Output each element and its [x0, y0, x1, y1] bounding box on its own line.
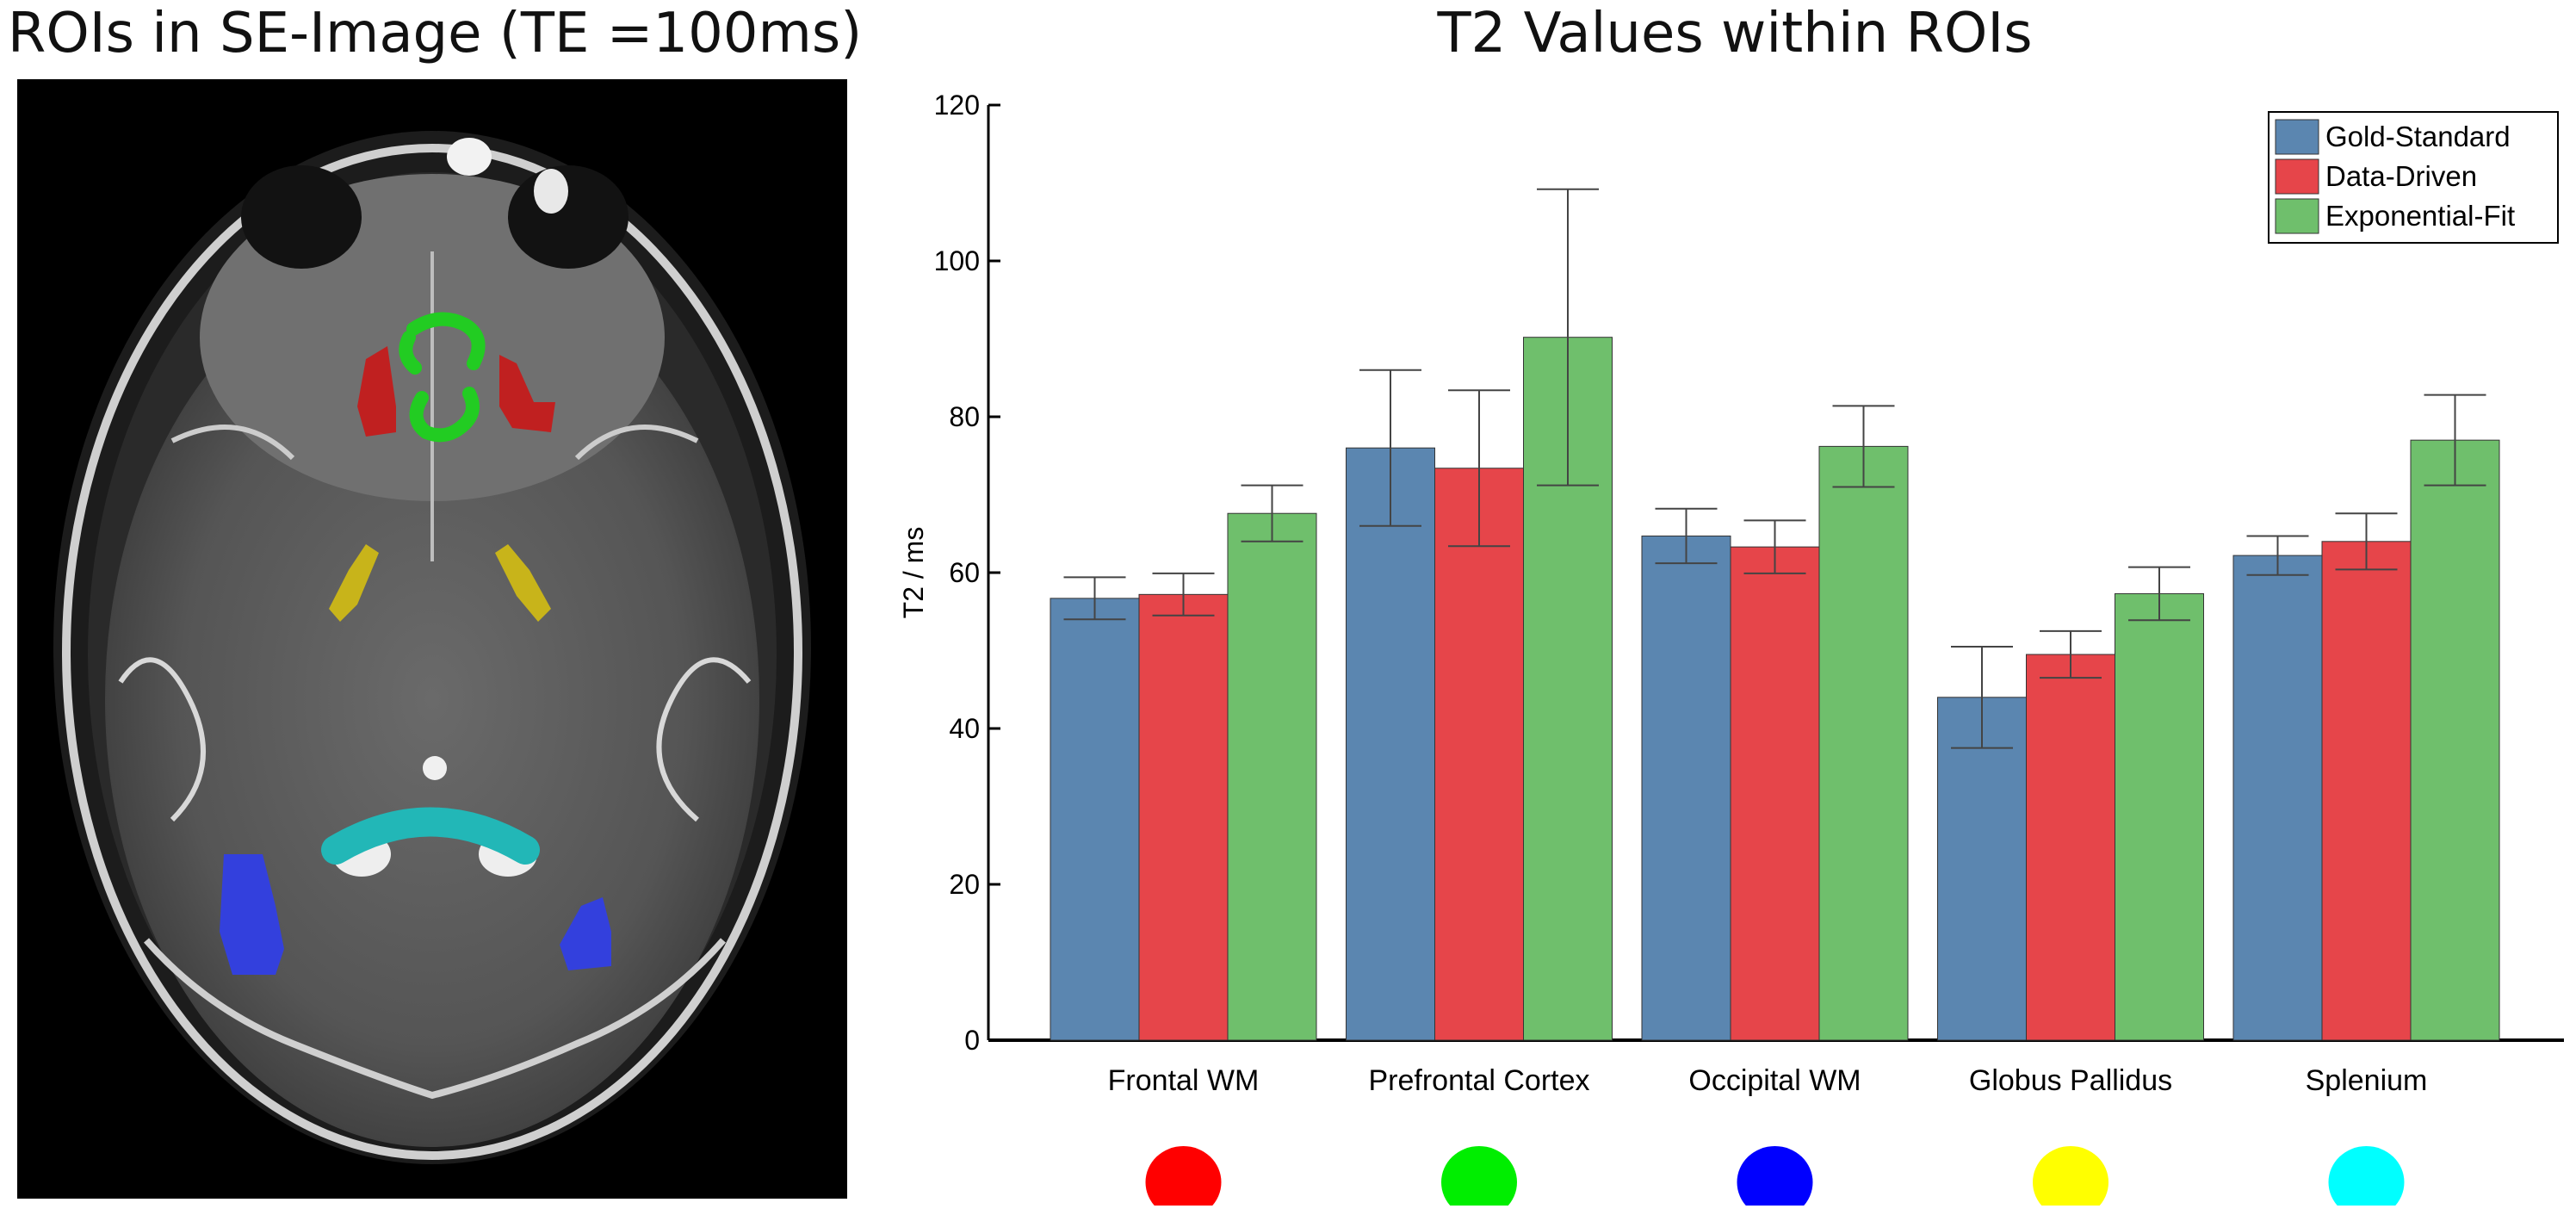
left-orbit	[241, 165, 362, 269]
roi-occipital-wm-right	[560, 897, 611, 970]
x-tick-label: Prefrontal Cortex	[1369, 1064, 1590, 1097]
bar-exponential-fit-0	[1227, 512, 1317, 1041]
roi-color-marker	[1145, 1146, 1222, 1206]
roi-frontal-wm-left	[357, 346, 396, 437]
y-tick-label: 100	[934, 245, 980, 276]
x-tick-label: Globus Pallidus	[1969, 1064, 2172, 1097]
roi-globus-pallidus-left	[329, 544, 379, 622]
temporal-sulci	[118, 657, 752, 822]
right-orbit	[508, 165, 629, 269]
legend-label: Exponential-Fit	[2325, 200, 2515, 232]
roi-frontal-wm-right	[499, 355, 555, 432]
legend-swatch	[2275, 198, 2319, 234]
frontal-sinus-bright	[447, 138, 492, 176]
bar-data-driven-4	[2321, 541, 2412, 1041]
y-tick-label: 60	[949, 557, 980, 588]
roi-globus-pallidus-right	[495, 544, 551, 622]
occipital-sulci	[143, 938, 727, 1100]
bar-exponential-fit-2	[1818, 445, 1909, 1041]
skull-ring	[62, 144, 802, 1160]
x-tick-label: Occipital WM	[1688, 1064, 1861, 1097]
bar-gold-standard-4	[2232, 555, 2323, 1041]
roi-color-marker	[1737, 1146, 1813, 1206]
bar-exponential-fit-4	[2410, 439, 2500, 1041]
y-tick-label: 0	[964, 1025, 980, 1056]
orbit-bright-spot	[534, 169, 568, 214]
bar-data-driven-0	[1138, 593, 1229, 1041]
chart-title: T2 Values within ROIs	[1437, 2, 2033, 65]
mri-image	[17, 79, 847, 1199]
legend-swatch	[2275, 119, 2319, 155]
y-axis-label: T2 / ms	[898, 527, 929, 619]
roi-prefrontal-cortex	[399, 312, 486, 443]
bar-data-driven-3	[2026, 654, 2115, 1041]
x-tick-label: Splenium	[2306, 1064, 2428, 1097]
bar-gold-standard-3	[1937, 697, 2027, 1041]
bar-exponential-fit-3	[2115, 592, 2204, 1041]
t2-bar-chart: 0 20 40 60 80 100 120 T2 / ms Frontal WM Prefront…	[898, 90, 2564, 1206]
legend-label: Data-Driven	[2325, 160, 2477, 192]
x-tick-label: Frontal WM	[1108, 1064, 1260, 1097]
bar-data-driven-1	[1434, 468, 1524, 1041]
bar-gold-standard-1	[1346, 447, 1435, 1041]
third-ventricle	[423, 756, 447, 780]
mri-panel-title: ROIs in SE-Image (TE =100ms)	[7, 2, 863, 65]
roi-occipital-wm-left	[220, 854, 284, 975]
bar-data-driven-2	[1730, 546, 1820, 1041]
legend-label: Gold-Standard	[2325, 121, 2511, 152]
roi-color-marker	[1441, 1146, 1517, 1206]
y-tick-label: 120	[934, 90, 980, 121]
roi-color-marker	[2033, 1146, 2108, 1206]
roi-color-marker	[2328, 1146, 2405, 1206]
bar-gold-standard-0	[1050, 598, 1140, 1041]
sylvian-fissures	[170, 425, 699, 461]
y-tick-label: 40	[949, 713, 980, 744]
legend-swatch	[2275, 158, 2319, 195]
y-tick-label: 20	[949, 869, 980, 900]
y-tick-label: 80	[949, 401, 980, 432]
bar-gold-standard-2	[1641, 535, 1731, 1041]
roi-splenium	[321, 807, 540, 865]
